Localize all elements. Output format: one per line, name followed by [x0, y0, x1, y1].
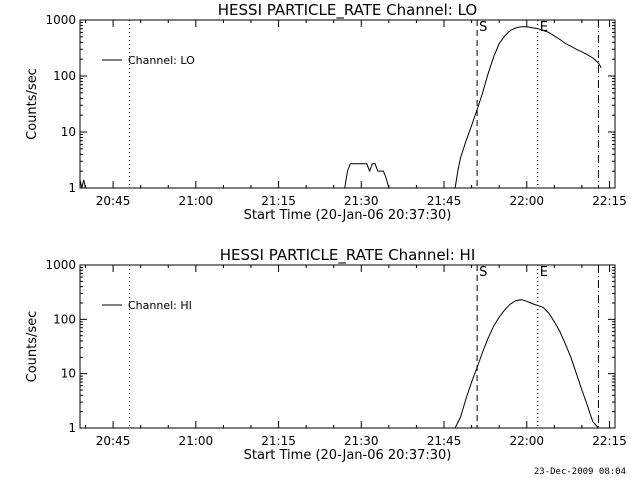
chart-title: HESSI PARTICLE_RATE Channel: HI	[220, 246, 476, 265]
x-tick-label: 21:15	[261, 194, 296, 208]
x-tick-label: 21:15	[261, 434, 296, 448]
y-axis-label: Counts/sec	[25, 311, 40, 383]
y-tick-label: 100	[53, 312, 76, 326]
y-tick-label: 1	[68, 181, 76, 195]
x-tick-label: 21:00	[179, 434, 214, 448]
y-tick-label: 1000	[45, 13, 76, 27]
y-tick-label: 10	[61, 367, 76, 381]
chart-panel-2: HESSI PARTICLE_RATE Channel: HI 1 10 100 100…	[25, 246, 627, 463]
x-axis-label: Start Time (20-Jan-06 20:37:30)	[244, 208, 452, 223]
chart-title: HESSI PARTICLE_RATE Channel: LO	[218, 1, 477, 20]
datestamp: 23-Dec-2009 08:04	[534, 467, 626, 477]
y-tick-label: 10	[61, 125, 76, 139]
x-tick-label: 20:45	[96, 434, 131, 448]
x-tick-label: 21:30	[344, 434, 379, 448]
x-tick-label: 21:30	[344, 194, 379, 208]
x-tick-label: 22:00	[509, 194, 544, 208]
plot-frame	[79, 264, 616, 429]
chart-panel-1: HESSI PARTICLE_RATE Channel: LO 1 10 100 100…	[25, 1, 627, 223]
series-line	[79, 26, 602, 189]
event-marker-label: E	[540, 265, 548, 280]
x-axis-label: Start Time (20-Jan-06 20:37:30)	[244, 448, 452, 463]
plot-frame	[79, 19, 616, 189]
y-tick-label: 100	[53, 69, 76, 83]
event-marker-label: S	[479, 265, 487, 280]
legend-entry: Channel: LO	[128, 54, 195, 67]
x-tick-label: 21:00	[179, 194, 214, 208]
x-tick-label: 21:45	[427, 194, 462, 208]
event-marker-label: E	[540, 20, 548, 35]
event-marker-label: S	[479, 20, 487, 35]
y-axis-label: Counts/sec	[25, 68, 40, 140]
y-tick-label: 1	[68, 421, 76, 435]
legend-entry: Channel: HI	[128, 299, 192, 312]
x-tick-label: 21:45	[427, 434, 462, 448]
series-line	[454, 299, 599, 429]
x-tick-label: 22:15	[592, 194, 627, 208]
x-tick-label: 22:00	[509, 434, 544, 448]
y-tick-label: 1000	[45, 258, 76, 272]
x-tick-label: 22:15	[592, 434, 627, 448]
x-tick-label: 20:45	[96, 194, 131, 208]
